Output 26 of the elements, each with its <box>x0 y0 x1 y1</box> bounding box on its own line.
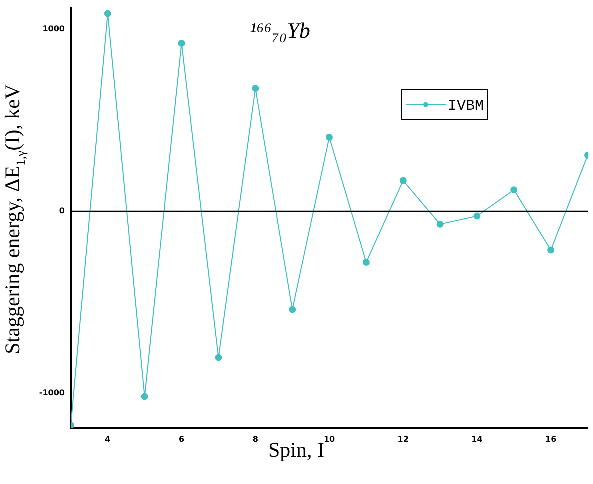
y-tick-label: -1000 <box>39 388 66 398</box>
x-tick-label: 10 <box>324 434 336 444</box>
x-tick-label: 14 <box>472 434 484 444</box>
point <box>289 306 296 314</box>
x-axis-title: Spin, I <box>268 438 324 462</box>
text: ¹⁶⁶₇₀Yb <box>250 18 310 44</box>
legend-label: IVBM <box>448 98 484 115</box>
y-tick-label: 0 <box>59 206 66 216</box>
x-tick-label: 12 <box>398 434 409 444</box>
x-tick-label: 16 <box>546 434 558 444</box>
point <box>510 186 518 194</box>
point <box>178 40 186 47</box>
point <box>436 220 444 228</box>
x-tick-label: 8 <box>252 434 259 444</box>
y-tick-label: 1000 <box>42 24 66 34</box>
point <box>326 134 333 141</box>
point <box>548 246 555 254</box>
point <box>362 258 370 266</box>
point <box>252 85 260 92</box>
point <box>474 212 481 220</box>
x-tick-label: 6 <box>178 434 185 444</box>
x-tick-label: 4 <box>105 434 112 444</box>
point <box>104 10 112 18</box>
point <box>215 354 222 362</box>
point <box>141 393 148 400</box>
point <box>400 177 407 184</box>
